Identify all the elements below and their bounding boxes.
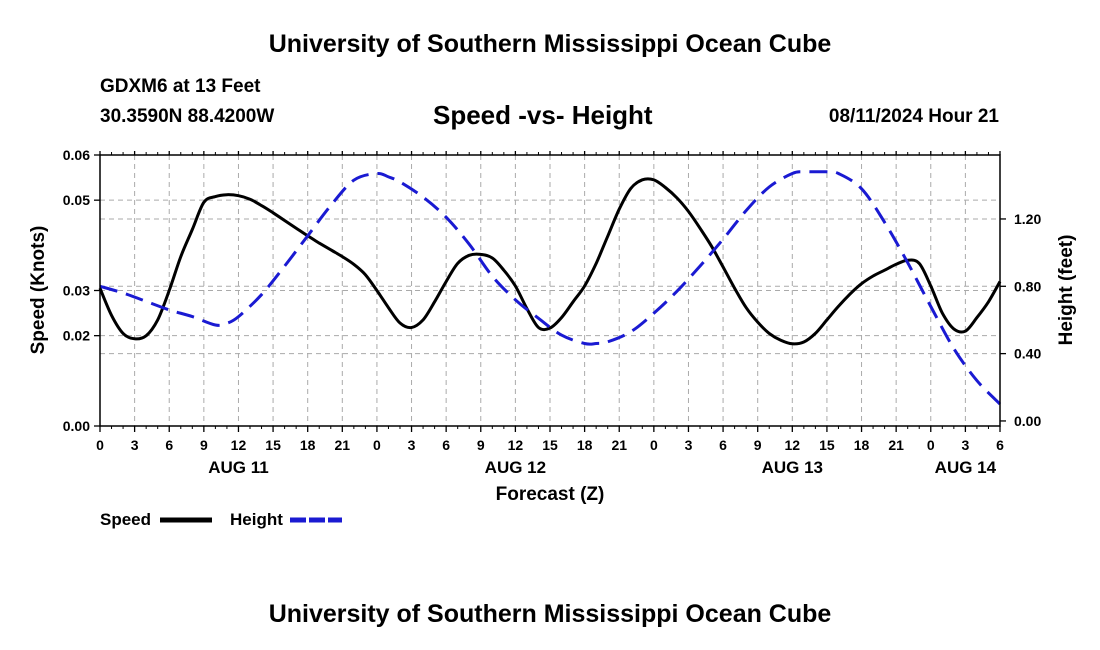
y2-tick-label: 0.80 xyxy=(1014,278,1041,294)
x-tick-label: 3 xyxy=(131,437,139,453)
x-tick-label: 21 xyxy=(888,437,904,453)
x-tick-label: 9 xyxy=(754,437,762,453)
x-tick-label: 12 xyxy=(785,437,801,453)
x-tick-label: 21 xyxy=(335,437,351,453)
date-label: AUG 14 xyxy=(935,458,997,477)
y-tick-label: 0.05 xyxy=(63,192,90,208)
x-tick-label: 3 xyxy=(685,437,693,453)
y2-tick-label: 1.20 xyxy=(1014,211,1041,227)
x-tick-label: 18 xyxy=(854,437,870,453)
date-label: AUG 12 xyxy=(485,458,546,477)
x-tick-label: 12 xyxy=(508,437,524,453)
x-axis-title: Forecast (Z) xyxy=(496,484,605,505)
footer-title: University of Southern Mississippi Ocean… xyxy=(268,600,832,628)
x-tick-label: 12 xyxy=(231,437,247,453)
y-tick-label: 0.00 xyxy=(63,418,90,434)
x-tick-label: 0 xyxy=(96,437,104,453)
x-tick-label: 3 xyxy=(408,437,416,453)
x-tick-label: 6 xyxy=(165,437,173,453)
x-tick-label: 6 xyxy=(442,437,450,453)
y-axis-title: Speed (Knots) xyxy=(28,226,49,355)
x-tick-label: 6 xyxy=(719,437,727,453)
forecast-datetime: 08/11/2024 Hour 21 xyxy=(828,106,999,127)
chart-subtitle: Speed -vs- Height xyxy=(433,100,653,130)
date-label: AUG 11 xyxy=(208,458,268,477)
x-tick-label: 15 xyxy=(819,437,835,453)
x-tick-label: 18 xyxy=(300,437,316,453)
y2-tick-label: 0.40 xyxy=(1014,346,1041,362)
y2-axis-title: Height (feet) xyxy=(1056,235,1077,346)
x-tick-label: 6 xyxy=(996,437,1004,453)
station-label: GDXM6 at 13 Feet xyxy=(100,76,261,97)
x-tick-label: 0 xyxy=(373,437,381,453)
page-title: University of Southern Mississippi Ocean… xyxy=(268,30,832,58)
x-tick-label: 9 xyxy=(477,437,485,453)
x-tick-label: 0 xyxy=(927,437,935,453)
station-coordinates: 30.3590N 88.4200W xyxy=(100,106,275,127)
y-tick-label: 0.06 xyxy=(63,147,90,163)
y-tick-label: 0.03 xyxy=(63,283,90,299)
x-tick-label: 3 xyxy=(961,437,969,453)
x-tick-label: 9 xyxy=(200,437,208,453)
height-series-line xyxy=(99,170,1002,406)
y-tick-label: 0.02 xyxy=(63,328,90,344)
x-tick-label: 15 xyxy=(265,437,281,453)
x-tick-label: 18 xyxy=(577,437,593,453)
x-tick-label: 15 xyxy=(542,437,558,453)
legend-label-speed: Speed xyxy=(100,510,151,529)
x-tick-label: 21 xyxy=(611,437,627,453)
date-label: AUG 13 xyxy=(762,458,823,477)
x-tick-label: 0 xyxy=(650,437,658,453)
y2-tick-label: 0.00 xyxy=(1014,413,1041,429)
legend-label-height: Height xyxy=(230,510,283,529)
speed-series-line xyxy=(98,177,1002,346)
